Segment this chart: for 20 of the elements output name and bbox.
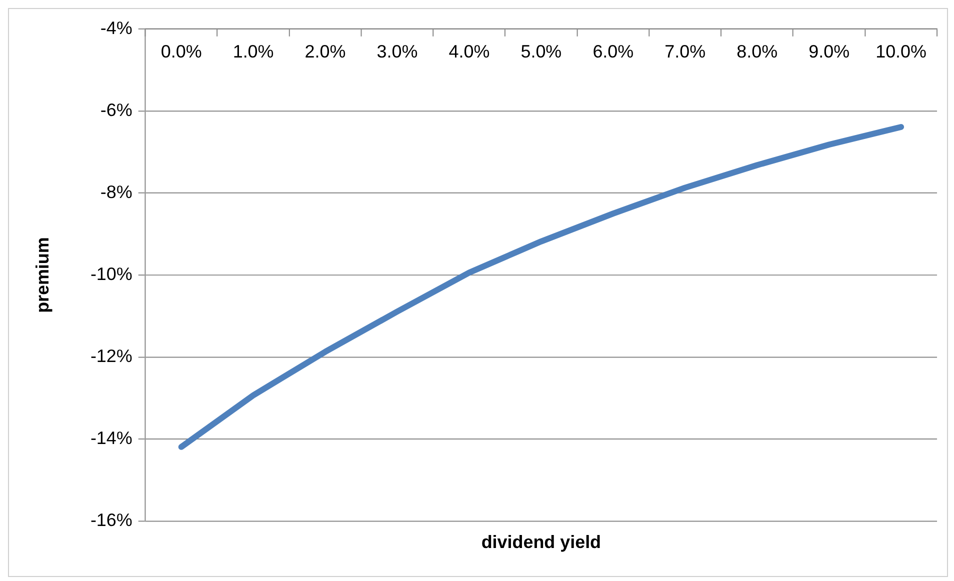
x-tick-label: 8.0% <box>736 42 778 62</box>
y-tick-label: -6% <box>100 100 132 120</box>
x-tick-label: 9.0% <box>808 42 850 62</box>
x-tick-label: 0.0% <box>160 42 202 62</box>
x-tick-label: 2.0% <box>304 42 346 62</box>
x-tick-label: 5.0% <box>520 42 562 62</box>
y-tick-label: -4% <box>100 18 132 38</box>
y-tick-label: -8% <box>100 182 132 202</box>
y-tick-label: -16% <box>90 510 132 530</box>
x-tick-label: 10.0% <box>876 42 927 62</box>
x-tick-label: 3.0% <box>376 42 418 62</box>
x-tick-label: 6.0% <box>592 42 634 62</box>
x-tick-label: 4.0% <box>448 42 490 62</box>
y-tick-label: -12% <box>90 346 132 366</box>
y-tick-label: -14% <box>90 428 132 448</box>
x-tick-label: 7.0% <box>664 42 706 62</box>
y-axis-title: premium <box>32 237 53 313</box>
y-tick-label: -10% <box>90 264 132 284</box>
x-axis-title: dividend yield <box>481 532 602 552</box>
x-tick-label: 1.0% <box>232 42 274 62</box>
